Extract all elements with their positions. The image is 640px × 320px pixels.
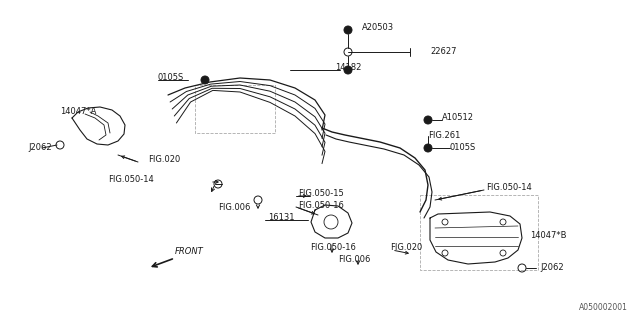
Text: 0105S: 0105S — [158, 74, 184, 83]
Text: 14047*B: 14047*B — [530, 230, 566, 239]
Text: FIG.006: FIG.006 — [218, 203, 250, 212]
Text: A050002001: A050002001 — [579, 303, 628, 312]
Text: 16131: 16131 — [268, 213, 294, 222]
Text: FIG.006: FIG.006 — [338, 255, 371, 265]
Circle shape — [424, 144, 432, 152]
Text: FIG.050-14: FIG.050-14 — [486, 183, 532, 193]
Text: 0105S: 0105S — [450, 143, 476, 153]
Circle shape — [201, 76, 209, 84]
Text: J2062: J2062 — [28, 143, 52, 153]
Bar — [195, 85, 275, 133]
Text: FIG.020: FIG.020 — [390, 244, 422, 252]
Text: 14047*A: 14047*A — [60, 108, 97, 116]
Circle shape — [344, 66, 352, 74]
Text: FIG.050-16: FIG.050-16 — [298, 201, 344, 210]
Text: FIG.050-16: FIG.050-16 — [310, 244, 356, 252]
Text: FRONT: FRONT — [175, 247, 204, 257]
Circle shape — [424, 116, 432, 124]
Text: FIG.020: FIG.020 — [148, 156, 180, 164]
Text: A20503: A20503 — [362, 23, 394, 33]
Text: A10512: A10512 — [442, 114, 474, 123]
Text: 14182: 14182 — [335, 63, 362, 73]
Circle shape — [344, 26, 352, 34]
Text: FIG.050-15: FIG.050-15 — [298, 188, 344, 197]
Text: FIG.261: FIG.261 — [428, 131, 460, 140]
Text: J2062: J2062 — [540, 263, 564, 273]
Text: FIG.050-14: FIG.050-14 — [108, 175, 154, 185]
Bar — [420, 195, 538, 270]
Text: 22627: 22627 — [430, 47, 456, 57]
